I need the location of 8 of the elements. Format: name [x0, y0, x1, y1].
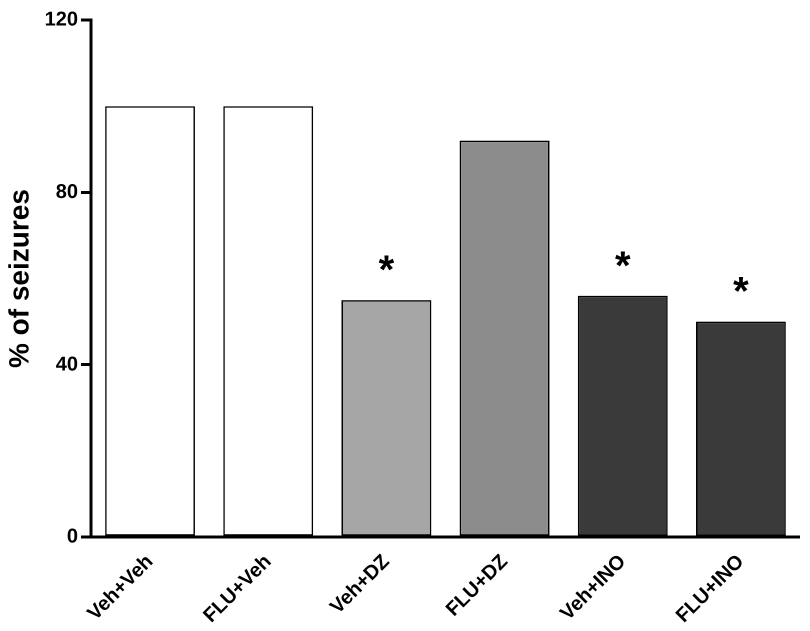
annotation: *	[733, 270, 750, 314]
annotation: *	[614, 244, 631, 288]
annotation: *	[378, 248, 395, 292]
y-tick-label: 120	[44, 8, 78, 31]
y-tick-label: 0	[66, 526, 78, 548]
y-axis-title: % of seizures	[4, 189, 35, 368]
y-tick-label: 80	[56, 180, 78, 203]
y-tick-label: 40	[56, 353, 78, 376]
